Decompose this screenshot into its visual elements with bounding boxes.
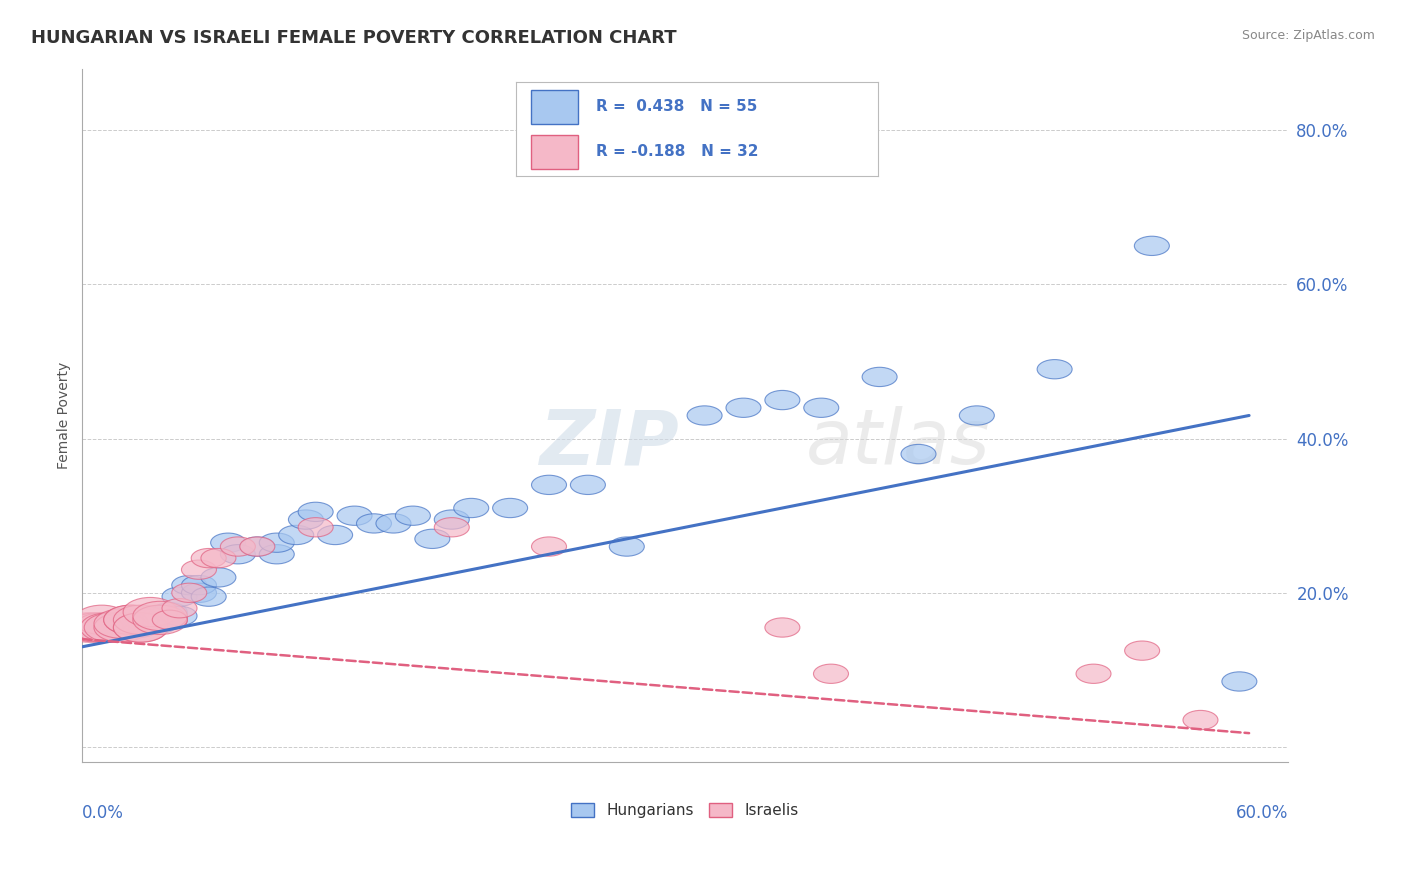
Ellipse shape bbox=[172, 575, 207, 595]
Ellipse shape bbox=[862, 368, 897, 386]
Ellipse shape bbox=[1222, 672, 1257, 691]
Ellipse shape bbox=[124, 610, 157, 630]
Ellipse shape bbox=[1125, 641, 1160, 660]
Ellipse shape bbox=[357, 514, 391, 533]
Text: 0.0%: 0.0% bbox=[83, 804, 124, 822]
Ellipse shape bbox=[162, 607, 197, 625]
Ellipse shape bbox=[609, 537, 644, 557]
Ellipse shape bbox=[765, 618, 800, 637]
Ellipse shape bbox=[725, 398, 761, 417]
Ellipse shape bbox=[434, 517, 470, 537]
Ellipse shape bbox=[298, 517, 333, 537]
Ellipse shape bbox=[172, 583, 207, 602]
Ellipse shape bbox=[259, 533, 294, 552]
Ellipse shape bbox=[804, 398, 839, 417]
Ellipse shape bbox=[901, 444, 936, 464]
Ellipse shape bbox=[415, 529, 450, 549]
Ellipse shape bbox=[114, 613, 167, 642]
Ellipse shape bbox=[454, 499, 489, 517]
Ellipse shape bbox=[278, 525, 314, 545]
Ellipse shape bbox=[181, 575, 217, 595]
Ellipse shape bbox=[80, 613, 135, 642]
Text: atlas: atlas bbox=[806, 406, 990, 480]
Ellipse shape bbox=[84, 618, 120, 637]
Ellipse shape bbox=[1135, 236, 1170, 255]
Ellipse shape bbox=[1182, 710, 1218, 730]
Ellipse shape bbox=[75, 605, 129, 634]
Ellipse shape bbox=[152, 610, 187, 630]
Ellipse shape bbox=[191, 549, 226, 567]
Ellipse shape bbox=[124, 614, 157, 633]
Ellipse shape bbox=[531, 537, 567, 557]
Ellipse shape bbox=[765, 391, 800, 409]
Ellipse shape bbox=[104, 605, 157, 634]
Ellipse shape bbox=[114, 618, 149, 637]
Ellipse shape bbox=[571, 475, 606, 494]
Ellipse shape bbox=[114, 605, 167, 634]
Ellipse shape bbox=[221, 537, 256, 557]
Ellipse shape bbox=[132, 614, 167, 633]
Text: 60.0%: 60.0% bbox=[1236, 804, 1288, 822]
Ellipse shape bbox=[191, 587, 226, 607]
Ellipse shape bbox=[104, 605, 157, 634]
Text: Source: ZipAtlas.com: Source: ZipAtlas.com bbox=[1241, 29, 1375, 42]
Ellipse shape bbox=[201, 567, 236, 587]
Text: ZIP: ZIP bbox=[540, 406, 681, 480]
Ellipse shape bbox=[259, 545, 294, 564]
Ellipse shape bbox=[959, 406, 994, 425]
Ellipse shape bbox=[1076, 665, 1111, 683]
Ellipse shape bbox=[60, 613, 115, 642]
Ellipse shape bbox=[94, 618, 129, 637]
Ellipse shape bbox=[114, 614, 149, 633]
Ellipse shape bbox=[94, 613, 149, 642]
Ellipse shape bbox=[104, 618, 139, 637]
Ellipse shape bbox=[181, 583, 217, 602]
Ellipse shape bbox=[84, 618, 120, 637]
Legend: Hungarians, Israelis: Hungarians, Israelis bbox=[565, 797, 804, 824]
Ellipse shape bbox=[288, 510, 323, 529]
Ellipse shape bbox=[132, 601, 187, 631]
Ellipse shape bbox=[375, 514, 411, 533]
Text: HUNGARIAN VS ISRAELI FEMALE POVERTY CORRELATION CHART: HUNGARIAN VS ISRAELI FEMALE POVERTY CORR… bbox=[31, 29, 676, 46]
Ellipse shape bbox=[124, 618, 157, 637]
Ellipse shape bbox=[814, 665, 848, 683]
Ellipse shape bbox=[318, 525, 353, 545]
Ellipse shape bbox=[152, 610, 187, 630]
Y-axis label: Female Poverty: Female Poverty bbox=[58, 362, 72, 469]
Ellipse shape bbox=[114, 613, 167, 642]
Ellipse shape bbox=[75, 613, 129, 642]
Ellipse shape bbox=[337, 506, 373, 525]
Ellipse shape bbox=[298, 502, 333, 522]
Ellipse shape bbox=[688, 406, 723, 425]
Ellipse shape bbox=[84, 613, 139, 642]
Ellipse shape bbox=[181, 560, 217, 579]
Ellipse shape bbox=[104, 615, 139, 635]
Ellipse shape bbox=[492, 499, 527, 517]
Ellipse shape bbox=[69, 613, 124, 642]
Ellipse shape bbox=[434, 510, 470, 529]
Ellipse shape bbox=[75, 618, 110, 637]
Ellipse shape bbox=[152, 602, 187, 622]
Ellipse shape bbox=[124, 598, 177, 627]
Ellipse shape bbox=[531, 475, 567, 494]
Ellipse shape bbox=[201, 549, 236, 567]
Ellipse shape bbox=[240, 537, 274, 557]
Ellipse shape bbox=[94, 609, 149, 639]
Ellipse shape bbox=[162, 599, 197, 618]
Ellipse shape bbox=[162, 587, 197, 607]
Ellipse shape bbox=[124, 618, 157, 637]
Ellipse shape bbox=[142, 607, 177, 625]
Ellipse shape bbox=[142, 614, 177, 633]
Ellipse shape bbox=[211, 533, 246, 552]
Ellipse shape bbox=[221, 545, 256, 564]
Ellipse shape bbox=[240, 537, 274, 557]
Ellipse shape bbox=[395, 506, 430, 525]
Ellipse shape bbox=[1038, 359, 1073, 379]
Ellipse shape bbox=[142, 610, 177, 630]
Ellipse shape bbox=[132, 605, 187, 634]
